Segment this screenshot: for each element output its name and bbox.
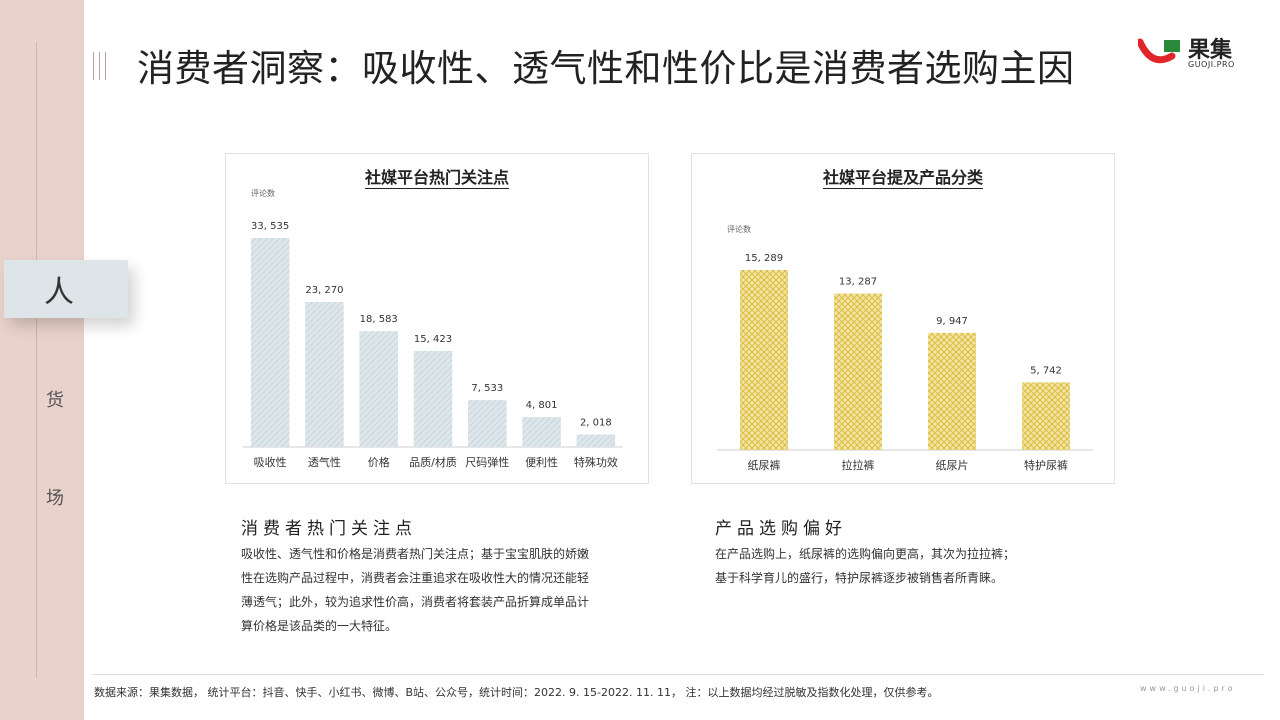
x-tick-label: 透气性 — [308, 455, 341, 469]
chart-panel-product-categories: 社媒平台提及产品分类 评论数 15, 289 纸尿裤 13, 287 拉拉裤 9, 947… — [691, 153, 1115, 484]
sidebar-divider — [36, 42, 37, 678]
bar-便利性 — [522, 417, 561, 447]
logo-subtext: GUOJI.PRO — [1188, 60, 1235, 69]
data-label: 9, 947 — [936, 316, 968, 327]
section-line: 吸收性、透气性和价格是消费者热门关注点；基于宝宝肌肤的娇嫩 — [241, 547, 590, 561]
bar-吸收性 — [250, 238, 290, 447]
bar-品质/材质 — [413, 350, 453, 447]
section-body-preference: 在产品选购上，纸尿裤的选购偏向更高，其次为拉拉裤； 基于科学育儿的盛行，特护尿裤… — [715, 542, 1015, 590]
page-title: 消费者洞察：吸收性、透气性和性价比是消费者选购主因 — [137, 47, 1075, 90]
y-axis-label: 评论数 — [727, 224, 751, 234]
data-label: 7, 533 — [471, 383, 503, 394]
nav-item-goods-label: 货 — [46, 390, 64, 411]
data-label: 15, 423 — [414, 334, 452, 345]
data-label: 2, 018 — [580, 417, 612, 428]
footer-divider — [92, 674, 1264, 675]
section-heading-preference: 产品选购偏好 — [715, 519, 847, 539]
section-line: 算价格是该品类的一大特征。 — [241, 619, 398, 633]
logo-icon — [1138, 38, 1180, 64]
bar-尺码弹性 — [468, 400, 507, 447]
nav-item-venue-label: 场 — [46, 488, 64, 509]
section-line: 薄透气；此外，较为追求性价高，消费者将套装产品折算成单品计 — [241, 595, 590, 609]
chart-title-product-categories: 社媒平台提及产品分类 — [822, 168, 983, 189]
data-label: 13, 287 — [839, 277, 877, 288]
nav-item-goods[interactable]: 货 — [36, 386, 74, 412]
data-label: 15, 289 — [745, 253, 783, 264]
bar-纸尿片 — [928, 332, 976, 450]
section-line: 性在选购产品过程中，消费者会注重追求在吸收性大的情况还能轻 — [241, 571, 590, 585]
data-label: 4, 801 — [526, 400, 558, 411]
x-tick-label: 纸尿裤 — [748, 458, 781, 472]
bar-透气性 — [305, 301, 344, 447]
section-heading-attention: 消费者热门关注点 — [241, 519, 417, 539]
nav-item-people[interactable]: 人 — [4, 260, 128, 318]
bar-特殊功效 — [576, 434, 616, 447]
x-tick-label: 特殊功效 — [574, 455, 618, 469]
data-label: 5, 742 — [1030, 365, 1062, 376]
section-body-attention: 吸收性、透气性和价格是消费者热门关注点；基于宝宝肌肤的娇嫩 性在选购产品过程中，… — [241, 542, 589, 638]
bar-chart-product-categories: 评论数 15, 289 纸尿裤 13, 287 拉拉裤 9, 947 纸尿片 5, 742 特护… — [717, 224, 1093, 472]
chart-panel-attention-points: 社媒平台热门关注点 评论数 33, 535 吸收性 23, 270 透气性 18, 583… — [225, 153, 649, 484]
section-line: 基于科学育儿的盛行，特护尿裤逐步被销售者所青睐。 — [715, 571, 1004, 585]
y-axis-label: 评论数 — [251, 188, 275, 198]
bar-价格 — [359, 331, 398, 447]
x-tick-label: 特护尿裤 — [1024, 458, 1068, 472]
title-decoration — [93, 52, 106, 80]
nav-item-venue[interactable]: 场 — [36, 484, 74, 510]
bar-纸尿裤 — [740, 270, 788, 450]
sidebar — [0, 0, 84, 720]
data-label: 33, 535 — [251, 221, 289, 232]
nav-item-people-label: 人 — [44, 275, 74, 310]
x-tick-label: 便利性 — [525, 455, 558, 469]
x-tick-label: 吸收性 — [254, 455, 287, 469]
data-label: 23, 270 — [305, 285, 343, 296]
footer-source-note: 数据来源：果集数据， 统计平台：抖音、快手、小红书、微博、B站、公众号，统计时间… — [94, 686, 939, 699]
x-tick-label: 拉拉裤 — [842, 458, 875, 472]
bar-chart-attention-points: 评论数 33, 535 吸收性 23, 270 透气性 18, 583 价格 15, 423 品… — [243, 188, 623, 469]
logo: 果集 GUOJI.PRO — [1138, 30, 1248, 74]
data-label: 18, 583 — [360, 314, 398, 325]
x-tick-label: 品质/材质 — [409, 455, 457, 469]
chart-title-attention-points: 社媒平台热门关注点 — [364, 168, 509, 189]
section-line: 在产品选购上，纸尿裤的选购偏向更高，其次为拉拉裤； — [715, 547, 1016, 561]
bar-特护尿裤 — [1022, 382, 1070, 450]
bar-拉拉裤 — [834, 293, 882, 450]
footer-url: www.guoji.pro — [1140, 684, 1236, 693]
x-tick-label: 尺码弹性 — [465, 455, 509, 469]
x-tick-label: 价格 — [368, 455, 390, 469]
logo-text: 果集 — [1188, 38, 1233, 63]
x-tick-label: 纸尿片 — [936, 459, 969, 472]
